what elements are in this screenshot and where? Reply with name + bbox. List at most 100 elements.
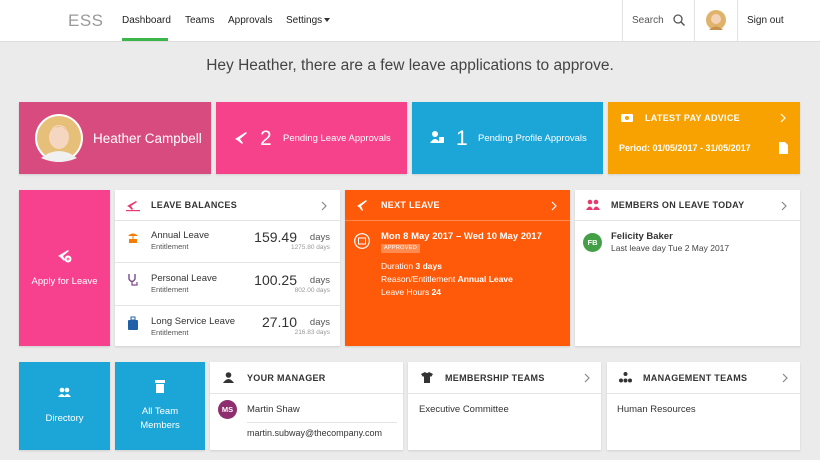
leave-sub: Entitlement bbox=[151, 285, 189, 294]
manager-email[interactable]: martin.subway@thecompany.com bbox=[247, 428, 383, 438]
leave-type: Personal Leave bbox=[151, 273, 218, 284]
plane-icon bbox=[357, 200, 367, 211]
pay-advice-title: LATEST PAY ADVICE bbox=[645, 113, 740, 123]
leave-value: 27.10 bbox=[261, 314, 297, 330]
leave-balances-card[interactable]: LEAVE BALANCES Annual Leave Entitlement … bbox=[115, 190, 340, 346]
profile-icon bbox=[430, 131, 444, 143]
leave-value: 159.49 bbox=[254, 229, 297, 245]
detail-value: Annual Leave bbox=[457, 274, 513, 284]
leave-entitlement: 1275.80 days bbox=[290, 244, 330, 251]
detail-value: 3 days bbox=[415, 261, 442, 271]
logo[interactable]: ESS bbox=[68, 11, 104, 30]
manager-icon bbox=[223, 372, 234, 383]
caret-icon bbox=[324, 18, 330, 22]
directory-label: Directory bbox=[45, 413, 84, 424]
card-title: MEMBERS ON LEAVE TODAY bbox=[611, 200, 745, 210]
detail-row: Leave Hours 24 bbox=[381, 288, 441, 297]
chevron bbox=[782, 373, 788, 383]
leave-icon bbox=[126, 201, 140, 212]
pending-leave-count: 2 bbox=[260, 127, 272, 150]
profile-tile[interactable]: Heather Campbell bbox=[19, 102, 211, 174]
divider bbox=[607, 393, 800, 394]
pay-period: Period: 01/05/2017 - 31/05/2017 bbox=[619, 143, 751, 153]
shirt-icon bbox=[421, 372, 433, 383]
membership-teams-card[interactable]: MEMBERSHIP TEAMS Executive Committee bbox=[408, 362, 601, 450]
card-title: NEXT LEAVE bbox=[381, 200, 440, 210]
top-nav: ESS Dashboard Teams Approvals Settings S… bbox=[0, 0, 820, 42]
beach-icon bbox=[128, 233, 138, 243]
plane-icon bbox=[58, 250, 72, 263]
manager-name: Martin Shaw bbox=[247, 404, 300, 415]
profile-photo bbox=[35, 114, 83, 162]
apply-leave-tile[interactable]: Apply for Leave bbox=[19, 190, 110, 346]
team-members-tile[interactable]: All Team Members bbox=[115, 362, 205, 450]
nav-link[interactable]: Approvals bbox=[228, 15, 273, 26]
leave-unit: days bbox=[309, 275, 330, 286]
detail-value: 24 bbox=[431, 287, 442, 297]
divider bbox=[694, 0, 695, 41]
chevron bbox=[551, 201, 557, 211]
management-teams-card[interactable]: MANAGEMENT TEAMS Human Resources bbox=[607, 362, 800, 450]
nav-link[interactable]: Teams bbox=[185, 15, 215, 26]
next-leave-card[interactable]: NEXT LEAVE Mon 8 May 2017 – Wed 10 May 2… bbox=[345, 190, 570, 346]
money-icon bbox=[621, 114, 633, 122]
detail-row: Reason/Entitlement Annual Leave bbox=[381, 275, 513, 284]
members-on-leave-card[interactable]: MEMBERS ON LEAVE TODAY FB Felicity Baker… bbox=[575, 190, 800, 346]
directory-icon bbox=[58, 387, 71, 397]
leave-dates: Mon 8 May 2017 – Wed 10 May 2017 bbox=[381, 231, 542, 242]
card-title: MEMBERSHIP TEAMS bbox=[445, 373, 545, 383]
divider bbox=[247, 422, 397, 423]
pending-profile-tile[interactable]: 1 Pending Profile Approvals bbox=[412, 102, 603, 174]
leave-type: Annual Leave bbox=[151, 230, 210, 241]
apply-leave-label: Apply for Leave bbox=[31, 276, 98, 287]
manager-card[interactable]: YOUR MANAGER MS Martin Shaw martin.subwa… bbox=[210, 362, 403, 450]
chevron bbox=[780, 113, 786, 123]
profile-name: Heather Campbell bbox=[93, 131, 202, 146]
divider bbox=[345, 220, 570, 221]
leave-value: 100.25 bbox=[254, 272, 297, 288]
pending-leave-label: Pending Leave Approvals bbox=[283, 133, 391, 144]
leave-entitlement: 216.83 days bbox=[294, 329, 330, 336]
sign-out[interactable]: Sign out bbox=[747, 15, 784, 26]
member-initials: FB bbox=[583, 233, 602, 252]
divider bbox=[115, 262, 340, 263]
nav-link[interactable]: Settings bbox=[286, 15, 323, 26]
member-name: Felicity Baker bbox=[611, 231, 673, 242]
team-name: Executive Committee bbox=[419, 404, 509, 415]
pending-profile-count: 1 bbox=[456, 127, 468, 150]
divider bbox=[622, 0, 623, 41]
search-icon[interactable] bbox=[673, 14, 686, 27]
leave-unit: days bbox=[309, 232, 330, 243]
user-avatar[interactable] bbox=[706, 10, 726, 30]
detail-label: Reason/Entitlement bbox=[381, 274, 456, 284]
team-icon bbox=[155, 380, 165, 393]
pending-profile-label: Pending Profile Approvals bbox=[478, 133, 587, 144]
divider bbox=[115, 220, 340, 221]
search-label[interactable]: Search bbox=[632, 15, 664, 26]
team-members-label: All Team Members bbox=[140, 406, 180, 431]
directory-tile[interactable]: Directory bbox=[19, 362, 110, 450]
manager-initials: MS bbox=[218, 400, 237, 419]
stethoscope-icon bbox=[128, 274, 138, 286]
pending-leave-tile[interactable]: 2 Pending Leave Approvals bbox=[216, 102, 407, 174]
leave-sub: Entitlement bbox=[151, 242, 189, 251]
chevron bbox=[781, 201, 787, 211]
divider bbox=[737, 0, 738, 41]
plane-icon bbox=[235, 132, 247, 144]
divider bbox=[210, 393, 403, 394]
divider bbox=[408, 393, 601, 394]
detail-row: Duration 3 days bbox=[381, 262, 442, 271]
chevron bbox=[321, 201, 327, 211]
nav-link[interactable]: Dashboard bbox=[122, 15, 171, 26]
pay-advice-tile[interactable]: LATEST PAY ADVICE Period: 01/05/2017 - 3… bbox=[608, 102, 800, 174]
detail-label: Duration bbox=[381, 261, 414, 271]
luggage-icon bbox=[128, 316, 138, 330]
document-icon bbox=[779, 142, 788, 154]
chevron bbox=[584, 373, 590, 383]
card-title: MANAGEMENT TEAMS bbox=[643, 373, 748, 383]
calendar-icon bbox=[354, 233, 370, 249]
detail-label: Leave Hours bbox=[381, 287, 430, 297]
leave-sub: Entitlement bbox=[151, 328, 189, 337]
